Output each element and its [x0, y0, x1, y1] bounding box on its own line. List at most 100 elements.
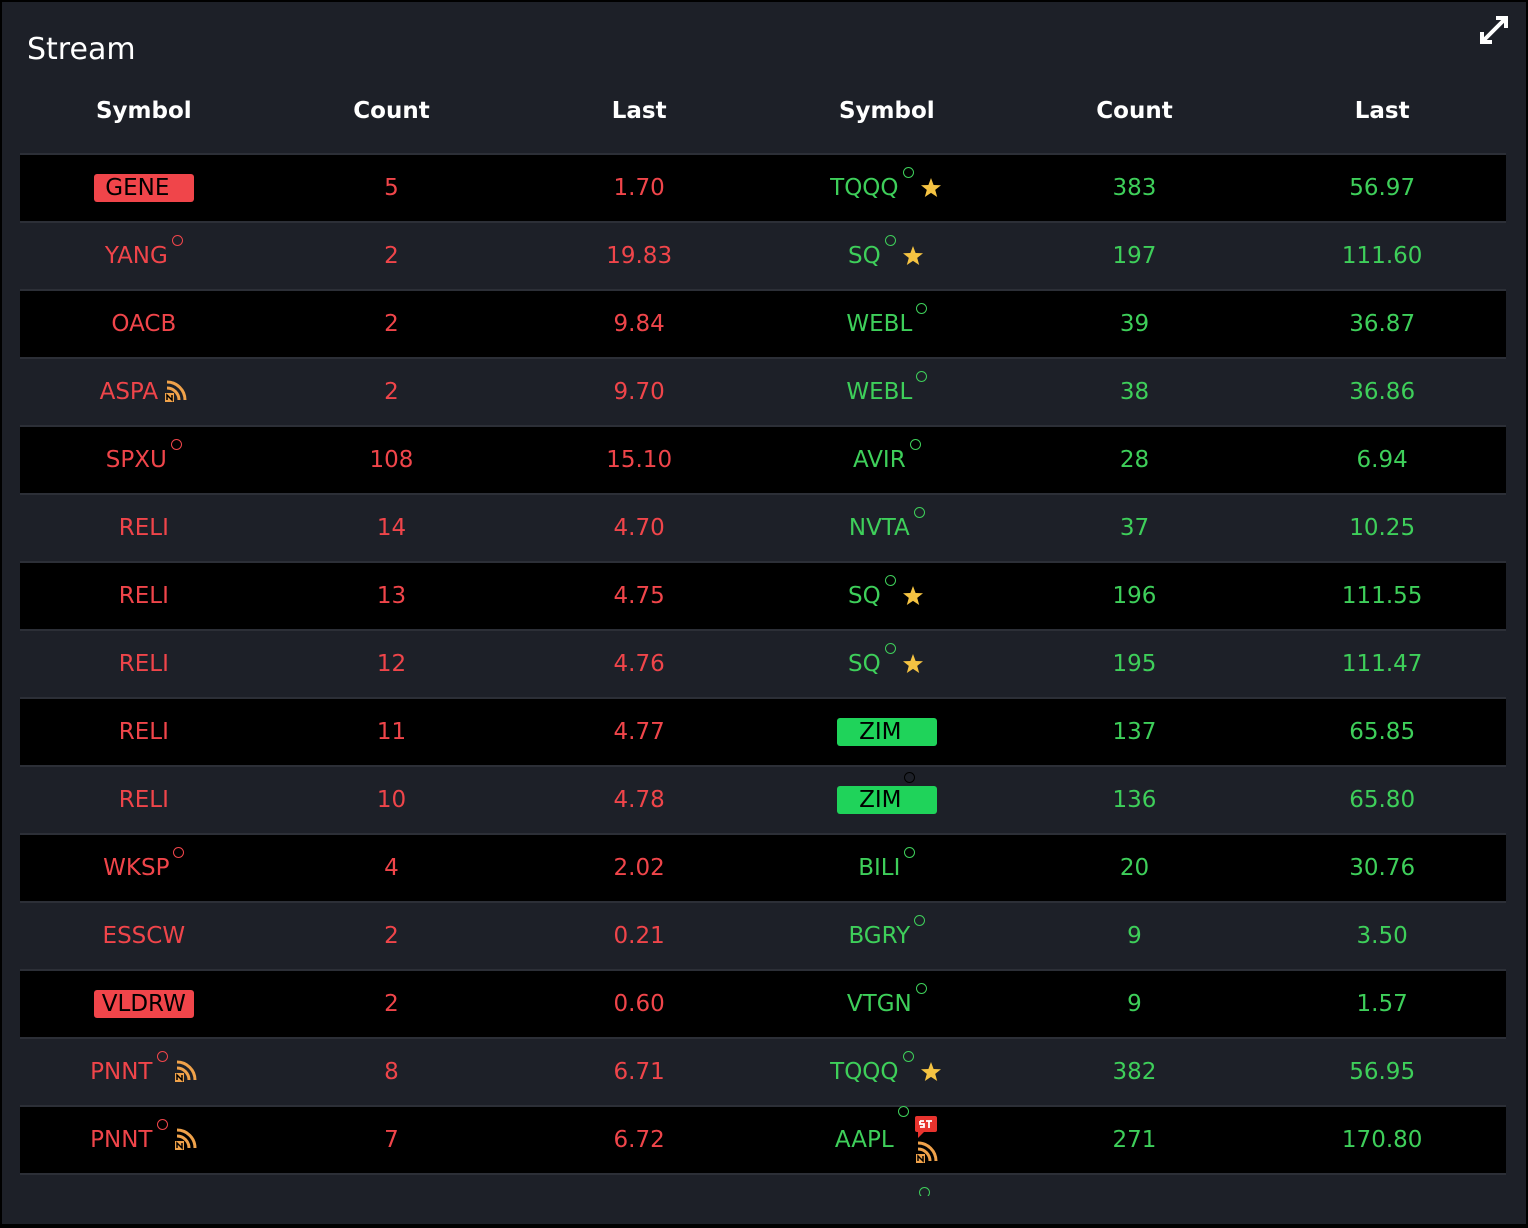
last-cell: 0.60 [613, 991, 665, 1017]
count-cell: 195 [1112, 651, 1157, 677]
symbol-cell: RELI [20, 515, 268, 541]
symbol: GENE [105, 175, 170, 201]
stream-row[interactable]: GENE 5 1.70 [20, 155, 763, 223]
status-circle [171, 235, 183, 246]
stream-row[interactable]: SQ 196 111.55 [763, 563, 1506, 631]
stream-row[interactable]: RELI 94.84 [20, 1175, 763, 1196]
count-cell: 2 [384, 923, 399, 949]
stream-row[interactable]: WEBL 39 36.87 [763, 291, 1506, 359]
stream-row[interactable]: MRAM 372.05 [763, 1175, 1506, 1196]
stream-row[interactable]: TQQQ 383 56.97 [763, 155, 1506, 223]
symbol: WKSP [103, 855, 170, 881]
last-cell: 56.97 [1349, 175, 1416, 201]
star-icon [902, 246, 923, 265]
stream-row[interactable]: AAPL 271 170.80 [763, 1106, 1506, 1175]
symbol-cell: GENE [20, 160, 268, 202]
stream-row[interactable]: TQQQ 382 56.95 [763, 1039, 1506, 1107]
symbol-cell: AAPL [763, 1106, 1011, 1166]
stream-row[interactable]: AVIR 28 6.94 [763, 427, 1506, 495]
stream-row[interactable]: NVTA 37 10.25 [763, 495, 1506, 563]
stream-row[interactable]: VTGN 9 1.57 [763, 971, 1506, 1039]
symbol-cell: ZIM [763, 704, 1011, 746]
panel-title: Stream [27, 32, 136, 67]
status-circle [918, 1187, 930, 1196]
symbol: OACB [111, 311, 177, 337]
column-header[interactable]: Last [1354, 98, 1410, 124]
count-cell: 20 [1119, 855, 1150, 881]
stream-row[interactable]: WKSP 4 2.02 [20, 835, 763, 903]
status-circle [156, 1119, 168, 1130]
star-icon [902, 586, 923, 605]
last-cell: 0.21 [613, 923, 665, 949]
status-circle [916, 303, 928, 314]
status-circle [884, 235, 896, 246]
stream-row[interactable]: SPXU 108 15.10 [20, 427, 763, 495]
symbol: NVTA [848, 515, 910, 541]
symbol: BGRY [848, 923, 911, 949]
news-icon [165, 380, 187, 402]
count-cell: 13 [376, 583, 407, 609]
column-header[interactable]: Last [611, 98, 667, 124]
stream-row[interactable]: ESSCW 2 0.21 [20, 903, 763, 971]
status-circle [916, 371, 928, 382]
stream-row[interactable]: ASPA 2 9.70 [20, 359, 763, 427]
column-header[interactable]: Symbol [838, 98, 935, 124]
symbol-cell: RELI [20, 719, 268, 745]
symbol: RELI [118, 651, 169, 677]
stream-row[interactable]: SQ 197 111.60 [763, 223, 1506, 291]
symbol-cell: PNNT [20, 1051, 268, 1085]
news-icon [174, 1060, 196, 1082]
symbol: RELI [118, 583, 169, 609]
column-header[interactable]: Symbol [95, 98, 192, 124]
symbol: RELI [119, 1195, 169, 1196]
stream-row[interactable]: BGRY 9 3.50 [763, 903, 1506, 971]
stream-row[interactable]: RELI 11 4.77 [20, 699, 763, 767]
count-cell: 39 [1119, 311, 1150, 337]
status-circle [884, 575, 896, 586]
header-row: Symbol Count Last [20, 87, 763, 155]
count-cell: 2 [384, 379, 399, 405]
stream-row[interactable]: YANG 2 19.83 [20, 223, 763, 291]
stream-row[interactable]: WEBL 38 36.86 [763, 359, 1506, 427]
symbol-cell: VTGN [763, 983, 1011, 1017]
count-cell: 108 [369, 447, 414, 473]
stream-row[interactable]: VLDRW 2 0.60 [20, 971, 763, 1039]
symbol-cell: TQQQ [763, 167, 1011, 201]
stream-row[interactable]: ZIM 137 65.85 [763, 699, 1506, 767]
count-cell: 271 [1112, 1127, 1157, 1153]
stream-row[interactable]: RELI 14 4.70 [20, 495, 763, 563]
count-cell: 9 [268, 1195, 516, 1196]
stream-row[interactable]: RELI 13 4.75 [20, 563, 763, 631]
symbol: TQQQ [830, 1059, 899, 1085]
symbol-badge: ZIM [836, 772, 937, 814]
expand-button[interactable] [1476, 12, 1512, 48]
last-cell: 15.10 [606, 447, 673, 473]
stream-row[interactable]: SQ 195 111.47 [763, 631, 1506, 699]
symbol-cell: WEBL [763, 371, 1011, 405]
stream-row[interactable]: BILI 20 30.76 [763, 835, 1506, 903]
last-cell: 36.87 [1349, 311, 1416, 337]
count-cell: 28 [1119, 447, 1150, 473]
stream-row[interactable]: PNNT 8 6.71 [20, 1039, 763, 1107]
stream-row[interactable]: RELI 12 4.76 [20, 631, 763, 699]
star-icon [920, 1062, 941, 1081]
last-cell: 10.25 [1349, 515, 1416, 541]
status-circle [173, 847, 185, 858]
column-header[interactable]: Count [353, 98, 430, 124]
symbol-cell: SQ [763, 235, 1011, 269]
count-cell: 2 [384, 243, 399, 269]
stream-row[interactable]: RELI 10 4.78 [20, 767, 763, 835]
count-cell: 37 [1119, 515, 1150, 541]
count-cell: 12 [376, 651, 407, 677]
symbol: SQ [847, 651, 881, 677]
status-circle [170, 439, 182, 450]
column-header[interactable]: Count [1096, 98, 1173, 124]
symbol-cell: ESSCW [20, 923, 268, 949]
count-cell: 2 [384, 311, 399, 337]
status-circle [897, 1106, 909, 1117]
stream-row[interactable]: ZIM 136 65.80 [763, 767, 1506, 835]
stream-row[interactable]: PNNT 7 6.72 [20, 1107, 763, 1175]
stream-row[interactable]: OACB 2 9.84 [20, 291, 763, 359]
status-circle [903, 704, 915, 715]
last-cell: 56.95 [1349, 1059, 1416, 1085]
